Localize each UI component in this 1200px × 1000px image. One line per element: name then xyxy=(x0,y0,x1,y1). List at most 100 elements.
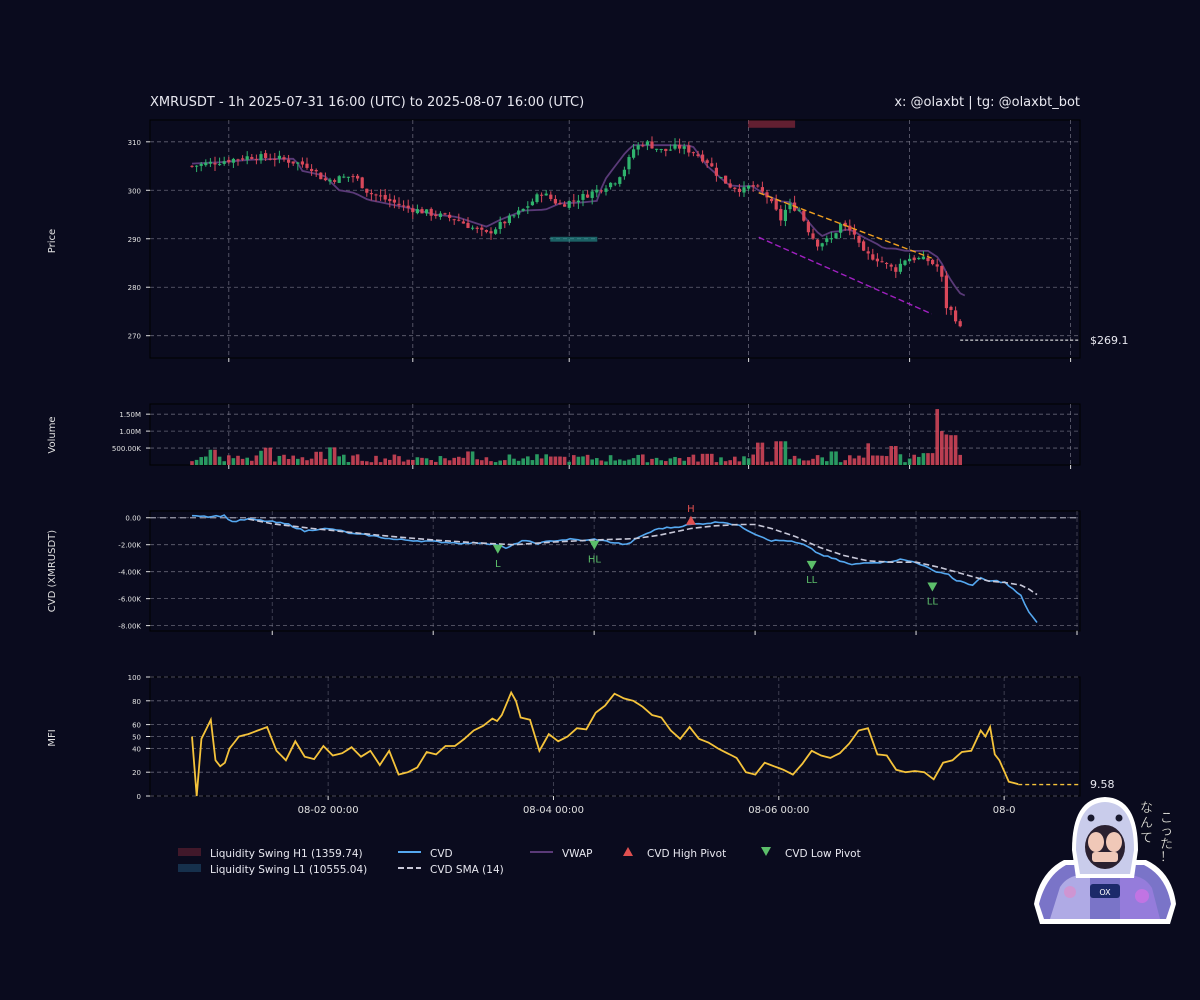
volume-bar xyxy=(797,458,801,465)
y-tick-label: 40 xyxy=(132,745,141,753)
volume-bar xyxy=(480,460,484,465)
volume-bar xyxy=(926,453,930,465)
candle-body xyxy=(227,159,231,163)
y-axis-label: CVD (XMRUSDT) xyxy=(47,530,58,613)
candle-body xyxy=(691,152,695,154)
candle-body xyxy=(521,208,525,211)
legend-label: CVD High Pivot xyxy=(647,848,726,860)
candle-body xyxy=(236,159,240,161)
candle-body xyxy=(599,190,603,192)
volume-bar xyxy=(677,458,682,465)
candle-body xyxy=(852,229,856,235)
candle-body xyxy=(908,258,912,262)
volume-bar xyxy=(323,458,328,465)
volume-bar xyxy=(871,455,875,465)
mascot-sticker: OX xyxy=(1034,797,1176,924)
candle-body xyxy=(314,170,318,172)
candle-body xyxy=(245,156,249,160)
candle-body xyxy=(319,172,323,180)
liquidity-zone-low xyxy=(550,236,598,242)
volume-bar xyxy=(342,454,346,465)
candle-body xyxy=(190,165,194,167)
candle-body xyxy=(733,187,737,189)
y-tick-label: 100 xyxy=(128,674,141,682)
volume-bar xyxy=(273,461,277,465)
cvd-high-pivot xyxy=(685,515,696,525)
volume-bar xyxy=(576,456,581,465)
candle-body xyxy=(287,159,291,163)
candle-body xyxy=(406,205,410,208)
volume-bar xyxy=(894,446,898,465)
legend-label: CVD Low Pivot xyxy=(785,848,861,860)
volume-bar xyxy=(774,441,778,465)
candle-body xyxy=(489,231,493,234)
candle-body xyxy=(705,160,709,163)
volume-bar xyxy=(921,453,926,465)
candle-body xyxy=(337,176,341,183)
candle-body xyxy=(328,179,332,182)
volume-bar xyxy=(806,460,811,465)
volume-bar xyxy=(682,460,686,465)
candle-body xyxy=(765,192,769,198)
volume-bar xyxy=(815,455,820,465)
candle-body xyxy=(323,178,327,181)
candle-body xyxy=(264,153,268,158)
mfi-last-label: 9.58 xyxy=(1090,778,1115,791)
volume-bar xyxy=(585,454,590,465)
volume-bar xyxy=(250,460,254,465)
x-tick-label: 08-04 00:00 xyxy=(523,805,584,816)
volume-bar xyxy=(332,447,337,465)
candle-body xyxy=(512,215,516,217)
candle-body xyxy=(829,238,833,240)
volume-bar xyxy=(705,453,709,465)
candle-body xyxy=(420,209,424,214)
volume-bar xyxy=(765,461,769,465)
candle-body xyxy=(466,222,470,228)
volume-bar xyxy=(259,450,263,465)
volume-bar xyxy=(503,460,507,465)
volume-bar xyxy=(788,459,792,465)
volume-bar xyxy=(848,455,852,465)
volume-bar xyxy=(673,456,677,465)
volume-bar xyxy=(190,461,194,465)
volume-bar xyxy=(351,455,355,465)
volume-bar xyxy=(912,454,916,465)
volume-bar xyxy=(746,458,751,465)
candle-body xyxy=(443,213,447,215)
candle-body xyxy=(747,185,751,189)
volume-bar xyxy=(549,456,553,465)
volume-bar xyxy=(802,460,806,465)
volume-bar xyxy=(397,456,401,465)
volume-bar xyxy=(608,455,613,465)
candle-body xyxy=(310,168,314,172)
volume-bar xyxy=(599,460,604,465)
cvd-low-pivot xyxy=(589,540,600,550)
candle-body xyxy=(783,209,787,222)
volume-bar xyxy=(940,431,944,465)
volume-bar xyxy=(760,442,765,465)
volume-bar xyxy=(838,462,843,465)
candle-body xyxy=(563,204,567,207)
candle-body xyxy=(843,222,847,227)
volume-bar xyxy=(664,461,668,465)
candle-body xyxy=(586,194,590,198)
volume-bar xyxy=(406,459,410,465)
candle-body xyxy=(471,227,475,229)
candle-body xyxy=(558,203,562,205)
volume-bar xyxy=(650,458,654,465)
candle-body xyxy=(305,163,309,168)
volume-bar xyxy=(457,456,461,465)
volume-bar xyxy=(811,458,815,465)
mascot-caption: なんてこった！ xyxy=(1140,801,1173,865)
volume-bar xyxy=(346,462,351,465)
volume-bar xyxy=(369,462,374,465)
y-tick-label: 500.00K xyxy=(112,445,141,453)
volume-bar xyxy=(470,451,475,465)
volume-panel: 500.00K 1.00M 1.50M Volume xyxy=(47,403,1081,469)
candle-body xyxy=(434,214,438,217)
candle-body xyxy=(351,176,355,178)
volume-bar xyxy=(857,455,861,465)
volume-bar xyxy=(622,460,627,465)
candle-body xyxy=(816,239,820,247)
